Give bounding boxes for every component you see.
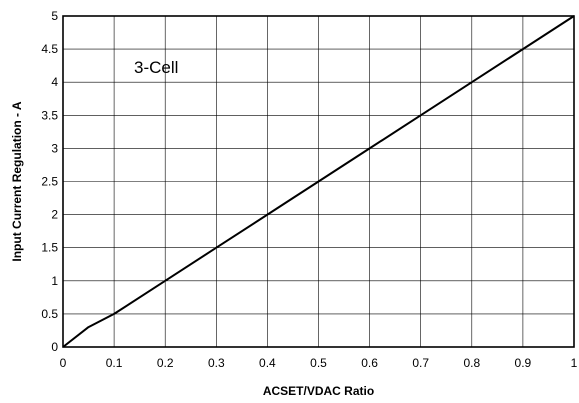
x-tick-label: 0.5 bbox=[310, 356, 327, 370]
y-tick-label: 2.5 bbox=[41, 175, 58, 189]
x-tick-label: 0.2 bbox=[157, 356, 174, 370]
y-axis-ticks: 0 0.5 1 1.5 2 2.5 3 3.5 4 4.5 5 bbox=[41, 9, 58, 354]
plot-frame bbox=[62, 15, 575, 348]
x-axis-title: ACSET/VDAC Ratio bbox=[263, 384, 374, 398]
y-tick-label: 0.5 bbox=[41, 307, 58, 321]
x-axis-ticks: 0 0.1 0.2 0.3 0.4 0.5 0.6 0.7 0.8 0.9 1 bbox=[60, 356, 578, 370]
y-tick-label: 4.5 bbox=[41, 42, 58, 56]
x-tick-label: 0.8 bbox=[463, 356, 480, 370]
y-tick-label: 2 bbox=[51, 208, 58, 222]
x-tick-label: 0.9 bbox=[515, 356, 532, 370]
y-tick-label: 3.5 bbox=[41, 108, 58, 122]
y-tick-label: 0 bbox=[51, 340, 58, 354]
y-tick-label: 1.5 bbox=[41, 241, 58, 255]
x-tick-label: 0.3 bbox=[208, 356, 225, 370]
chart-annotation: 3-Cell bbox=[134, 58, 178, 77]
y-tick-label: 3 bbox=[51, 141, 58, 155]
y-tick-label: 1 bbox=[51, 274, 58, 288]
x-tick-label: 0.7 bbox=[412, 356, 429, 370]
x-tick-label: 0 bbox=[60, 356, 67, 370]
series-layer bbox=[62, 15, 575, 348]
y-axis-title: Input Current Regulation - A bbox=[10, 101, 24, 262]
x-tick-label: 0.4 bbox=[259, 356, 276, 370]
series-line bbox=[62, 15, 575, 348]
x-tick-label: 0.1 bbox=[106, 356, 123, 370]
x-tick-label: 1 bbox=[571, 356, 578, 370]
x-tick-label: 0.6 bbox=[361, 356, 378, 370]
y-tick-label: 4 bbox=[51, 75, 58, 89]
y-tick-label: 5 bbox=[51, 9, 58, 23]
